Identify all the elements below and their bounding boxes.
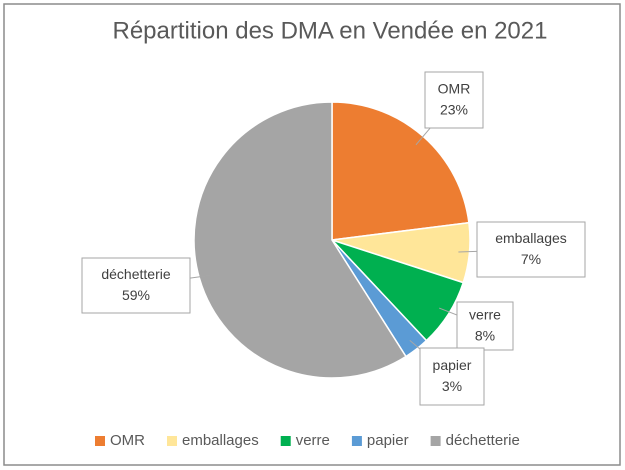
legend-label: papier	[367, 432, 409, 449]
data-label-name: papier	[433, 357, 472, 373]
data-label-name: déchetterie	[101, 266, 170, 282]
callout-box	[424, 71, 484, 129]
data-label-value: 7%	[521, 251, 541, 267]
legend-swatch	[167, 436, 177, 446]
legend-label: déchetterie	[446, 432, 520, 449]
legend-swatch	[95, 436, 105, 446]
data-label-value: 8%	[475, 328, 495, 344]
data-label-name: OMR	[438, 81, 471, 97]
legend-label: emballages	[182, 432, 259, 449]
legend-label: OMR	[110, 432, 145, 449]
data-label-value: 23%	[440, 102, 468, 118]
data-label-value: 59%	[122, 287, 150, 303]
chart-title: Répartition des DMA en Vendée en 2021	[113, 17, 548, 44]
callout-box	[419, 347, 485, 406]
legend-label: verre	[296, 432, 330, 449]
callout-box	[476, 221, 586, 278]
callout-box	[456, 301, 514, 351]
data-label-name: verre	[469, 307, 501, 323]
legend-swatch	[351, 436, 362, 446]
data-label-name: emballages	[495, 230, 567, 246]
data-label-value: 3%	[442, 378, 462, 394]
legend-swatch	[430, 436, 441, 446]
pie-slice	[193, 101, 407, 379]
callout-box	[81, 257, 191, 314]
legend-swatch	[280, 436, 291, 446]
